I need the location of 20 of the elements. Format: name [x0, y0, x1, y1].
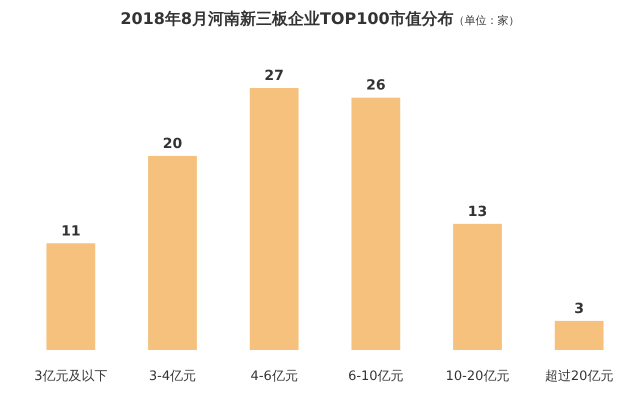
- bar: [453, 224, 502, 350]
- data-label: 26: [366, 78, 386, 94]
- bar: [46, 243, 96, 350]
- bar: [351, 98, 400, 350]
- data-label: 27: [264, 68, 284, 84]
- data-label: 11: [61, 223, 81, 240]
- x-tick-label: 10-20亿元: [446, 369, 510, 384]
- data-label: 13: [468, 204, 488, 220]
- bar: [148, 156, 197, 350]
- chart-subtitle: （单位：家）: [454, 14, 520, 27]
- data-label: 20: [162, 136, 182, 152]
- data-label: 3: [574, 300, 584, 317]
- chart-title: 2018年8月河南新三板企业TOP100市值分布: [120, 9, 454, 28]
- x-tick-label: 4-6亿元: [250, 369, 298, 384]
- x-tick-label: 3-4亿元: [148, 369, 196, 384]
- bar: [250, 88, 299, 350]
- x-tick-label: 6-10亿元: [348, 369, 404, 384]
- x-tick-label: 超过20亿元: [544, 369, 614, 384]
- bar: [554, 320, 604, 350]
- x-tick-label: 3亿元及以下: [34, 369, 108, 384]
